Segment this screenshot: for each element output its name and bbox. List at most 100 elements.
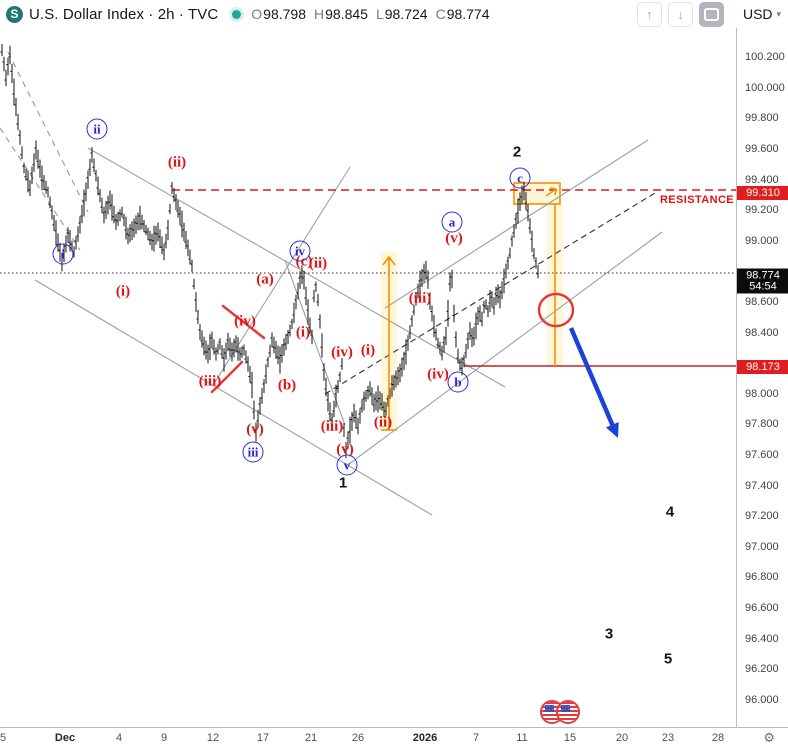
time-tick-label: 11 [516, 732, 528, 744]
wave-label-red[interactable]: (iii) [408, 290, 432, 307]
time-axis[interactable]: 5 Dec 4 9 12 17 21 26 2026 7 11 15 20 23 28 [0, 727, 788, 749]
price-tick-label: 96.000 [745, 694, 779, 706]
ohlc-high: H98.845 [313, 6, 368, 22]
trend-line[interactable] [87, 147, 506, 388]
price-tick-label: 99.000 [745, 235, 779, 247]
wave-label-circled[interactable]: iv [289, 240, 311, 262]
red-marker-segment[interactable] [221, 304, 266, 340]
price-tick-label: 97.600 [745, 449, 779, 461]
chart-drawing-layer [0, 43, 736, 516]
trend-line[interactable] [34, 279, 433, 516]
time-tick-label: 7 [472, 732, 480, 744]
price-tick-label: 100.000 [745, 82, 785, 94]
dashed-trend-line[interactable] [0, 127, 81, 251]
wave-number-label[interactable]: 1 [338, 474, 348, 492]
wave-label-red[interactable]: (v) [336, 441, 354, 458]
price-tick-label: 98.600 [745, 296, 779, 308]
time-tick-label: 17 [256, 732, 270, 744]
wave-label-red[interactable]: (i) [115, 283, 131, 300]
symbol-logo-icon: S [6, 5, 23, 23]
price-badge: 98.173 [737, 360, 788, 374]
chart-canvas[interactable]: (i) (ii) (iii) (iv) (v) (a) (b) (c) (ii) (i) (iii)… [0, 0, 736, 727]
down-arrow[interactable] [568, 327, 617, 432]
wave-label-red[interactable]: (iii) [198, 373, 222, 390]
wave-label-circled[interactable]: c [509, 167, 531, 189]
wave-label-circled[interactable]: ii [86, 118, 108, 140]
wave-label-red[interactable]: (v) [445, 230, 463, 247]
wave-label-red[interactable]: (ii) [373, 414, 393, 431]
wave-label-circled[interactable]: b [447, 371, 469, 393]
chevron-down-icon: ▾ [776, 8, 782, 19]
trend-line[interactable] [284, 259, 346, 426]
wave-label-red[interactable]: (iv) [427, 366, 449, 383]
bar-countdown: 54:54 [749, 280, 777, 293]
screenshot-button[interactable] [699, 1, 724, 27]
price-badge: 99.310 [737, 186, 788, 200]
screenshot-icon [704, 7, 719, 21]
trend-line[interactable] [344, 231, 663, 468]
wave-label-red[interactable]: (i) [360, 342, 376, 359]
time-tick-label: 5 [0, 732, 7, 744]
wave-label-red[interactable]: (v) [246, 421, 264, 438]
wave-number-label[interactable]: 4 [665, 503, 675, 521]
price-tick-label: 97.400 [745, 480, 779, 492]
time-tick-label: 23 [661, 732, 675, 744]
range-tool-arrow-icon [545, 187, 557, 197]
flag-canton [545, 705, 554, 712]
dashed-trend-line[interactable] [7, 51, 89, 213]
wave-number-label[interactable]: 5 [663, 650, 673, 668]
wave-label-circled[interactable]: v [336, 454, 358, 476]
currency-label: USD [742, 6, 773, 22]
wave-label-red[interactable]: (iv) [234, 313, 256, 330]
price-tick-label: 98.000 [745, 388, 779, 400]
wave-label-red[interactable]: (ii) [167, 154, 187, 171]
resistance-label[interactable]: RESISTANCE [659, 194, 735, 206]
time-tick-label: 9 [160, 732, 168, 744]
time-tick-label: 26 [351, 732, 365, 744]
price-tick-label: 96.200 [745, 663, 779, 675]
price-tick-label: 96.400 [745, 633, 779, 645]
wave-label-red[interactable]: (i) [295, 324, 311, 341]
target-circle[interactable] [537, 292, 575, 328]
wave-label-circled[interactable]: iii [242, 441, 264, 463]
currency-selector[interactable]: USD ▾ [736, 6, 788, 22]
us-economic-event-flag-icon[interactable] [556, 700, 580, 724]
price-badge: 98.774 54:54 [737, 268, 788, 294]
time-tick-label: 20 [615, 732, 629, 744]
time-tick-label: 4 [115, 732, 123, 744]
ohlc-open: O98.798 [251, 6, 306, 22]
wave-number-label[interactable]: 3 [604, 625, 614, 643]
time-tick-label: 15 [563, 732, 577, 744]
price-axis[interactable]: 100.200 100.000 99.800 99.600 99.400 99.200 99… [736, 0, 788, 727]
wave-number-label[interactable]: 2 [512, 143, 522, 161]
symbol-title[interactable]: U.S. Dollar Index · 2h · TVC [29, 5, 219, 23]
price-tick-label: 96.600 [745, 602, 779, 614]
red-marker-segment[interactable] [210, 360, 244, 394]
price-tick-label: 97.200 [745, 510, 779, 522]
price-bars [0, 43, 539, 458]
flag-canton [561, 705, 570, 712]
time-tick-label: 2026 [412, 732, 438, 744]
price-tick-label: 98.400 [745, 327, 779, 339]
wave-label-red[interactable]: (iv) [331, 344, 353, 361]
wave-label-red[interactable]: (a) [256, 271, 274, 288]
wave-label-circled[interactable]: i [52, 243, 74, 265]
wave-label-circled[interactable]: a [441, 211, 463, 233]
price-tick-label: 99.600 [745, 143, 779, 155]
scroll-down-button[interactable]: ↓ [668, 1, 693, 27]
time-tick-label: Dec [54, 732, 76, 744]
scroll-up-button[interactable]: ↑ [637, 1, 662, 27]
wave-label-red[interactable]: (b) [277, 377, 297, 394]
market-status-icon [232, 9, 242, 19]
price-tick-label: 99.200 [745, 204, 779, 216]
time-tick-label: 12 [206, 732, 220, 744]
axis-settings-gear-icon[interactable]: ⚙ [763, 731, 775, 746]
ohlc-values: O98.798 H98.845 L98.724 C98.774 [251, 6, 489, 22]
time-tick-label: 28 [711, 732, 725, 744]
price-tick-label: 96.800 [745, 571, 779, 583]
wave-label-red[interactable]: (ii) [308, 255, 328, 272]
ohlc-low: L98.724 [375, 6, 428, 22]
price-tick-label: 97.000 [745, 541, 779, 553]
wave-label-red[interactable]: (iii) [320, 418, 344, 435]
